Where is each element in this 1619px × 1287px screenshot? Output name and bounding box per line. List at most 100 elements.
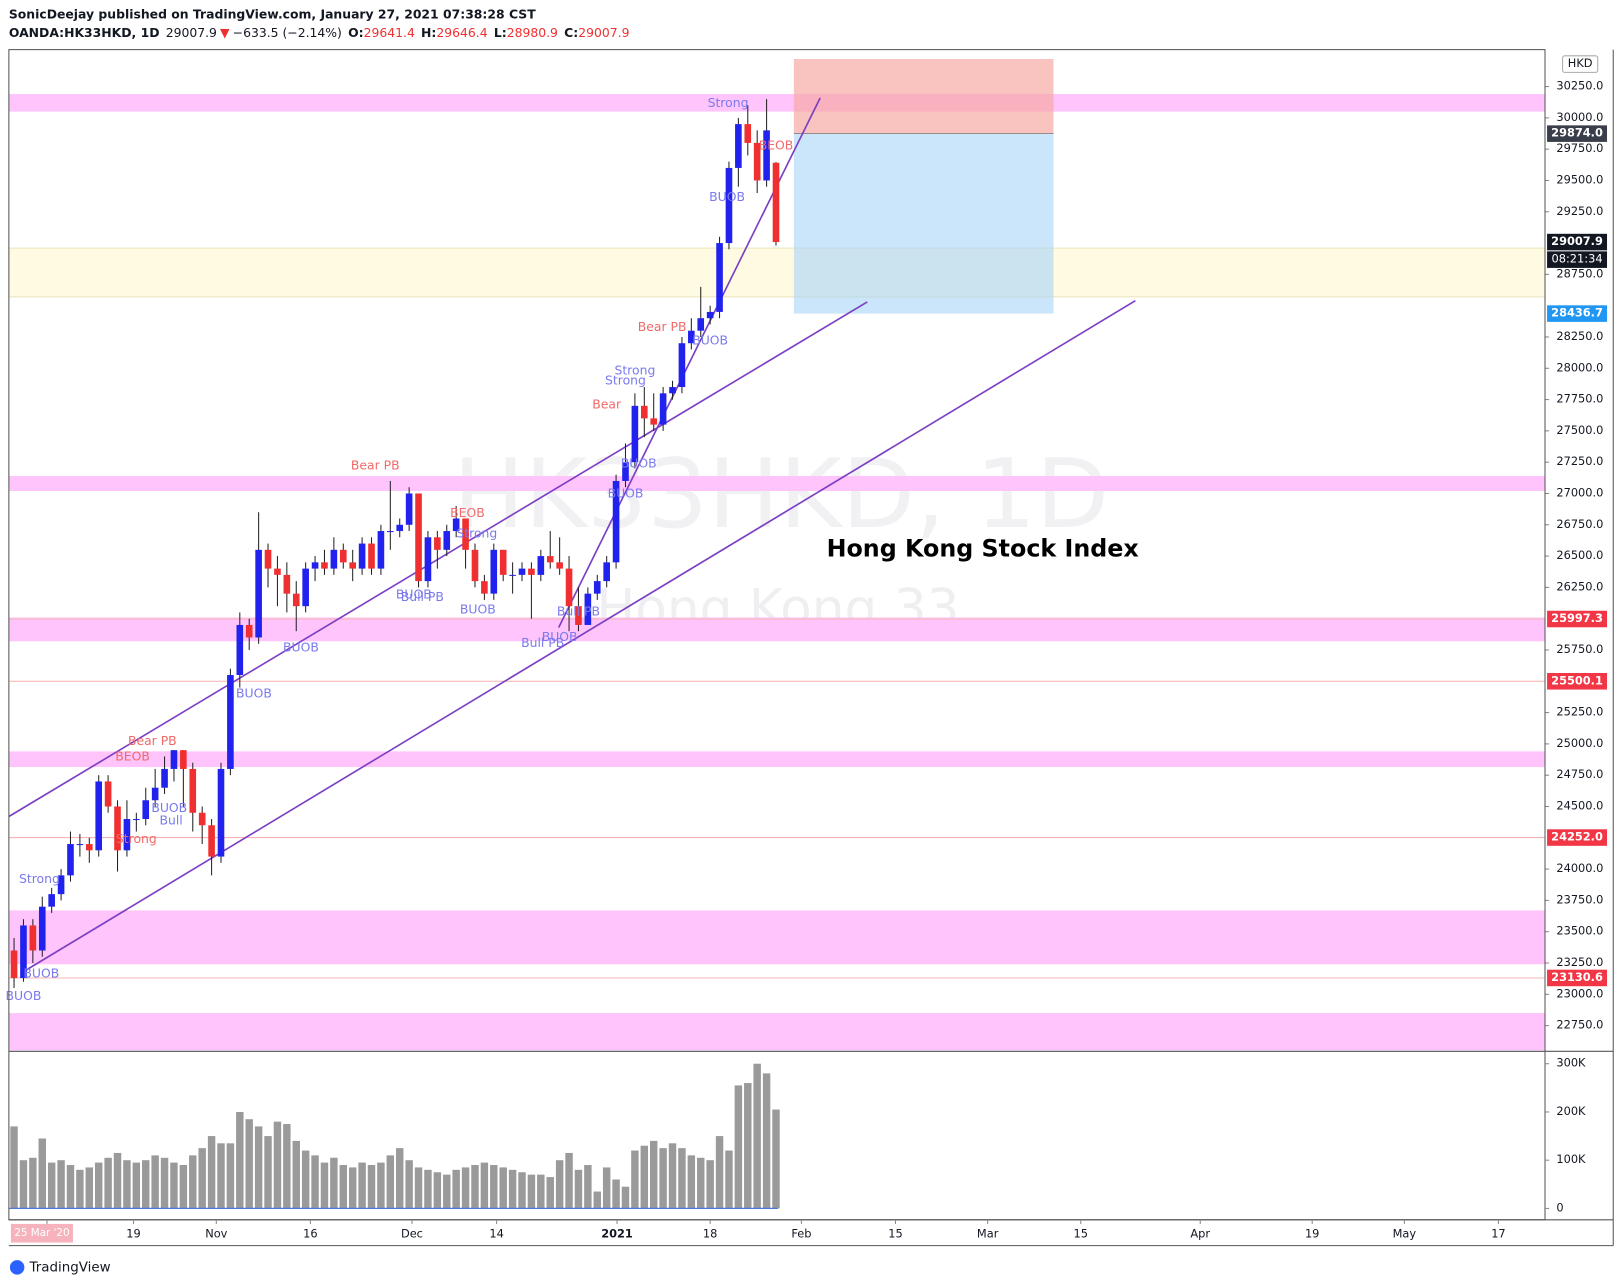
volume-bar [386,1155,395,1209]
candle-body [640,405,648,419]
candle-body [443,531,451,550]
candle-body [95,781,103,851]
volume-bar [753,1063,761,1209]
volume-bar [706,1160,714,1209]
candle-body [546,556,554,563]
candle-body [603,562,610,582]
y-tick-label: 24500.0 [1556,798,1603,812]
volume-bar [631,1150,639,1209]
volume-bar [123,1160,131,1209]
volume-bar [762,1073,771,1209]
volume-bar [377,1162,385,1209]
volume-bar [160,1157,169,1209]
signal-label: Bull [160,812,183,827]
volume-bar [574,1169,583,1209]
currency: HKD [1568,56,1593,70]
candle-body [48,894,55,907]
candle-body [669,387,676,394]
candle-body [189,768,197,813]
ohlc-label: C: [564,25,578,40]
y-tick-label: 29500.0 [1556,172,1603,186]
volume-bar [744,1083,752,1209]
signal-label: Strong [708,95,749,110]
price-badge-label: 23130.6 [1551,970,1603,984]
ohlc-value: 29007.9 [578,25,629,40]
volume-bar [264,1136,272,1209]
volume-bar [254,1126,263,1209]
candle-body [321,562,328,569]
candle-body [396,524,404,532]
volume-bar [621,1186,630,1209]
candle-body [198,812,206,826]
candle-body [584,593,592,625]
zone [8,751,1546,768]
volume-bar [584,1165,592,1209]
y-tick-label: 26500.0 [1556,548,1603,562]
x-tick-label: Feb [791,1226,811,1240]
signal-label: BUOB [608,486,644,501]
candle-body [170,750,178,769]
candle-body [528,568,535,575]
price-badge [1547,610,1608,628]
date-badge-label: 25 Mar '20 [14,1227,69,1239]
volume-bar [715,1136,724,1209]
published-line: SonicDeejay published on TradingView.com… [9,6,536,21]
candle-body [462,518,469,550]
y-tick-label: 29750.0 [1556,141,1603,155]
candle-body [452,518,460,532]
candle-body [151,787,159,801]
price-badge-label: 25500.1 [1551,673,1603,687]
x-tick-label: 19 [1305,1226,1319,1240]
y-tick-label: 27500.0 [1556,423,1603,437]
volume-bar [471,1165,479,1209]
candle-body [772,162,780,243]
volume-bar [649,1140,658,1209]
price-badge [1547,233,1608,251]
volume-bar [19,1160,28,1209]
candle-body [76,844,84,846]
candle-body [339,549,347,563]
volume-bar [537,1174,545,1209]
zone [8,94,1546,112]
y-tick-label: 28000.0 [1556,360,1603,374]
x-tick-label: 19 [126,1226,140,1240]
candle-body [499,549,507,575]
candle-body [697,318,705,331]
x-tick-label: Apr [1190,1226,1210,1240]
signal-label: Bear [592,397,622,412]
x-tick-label: Nov [205,1226,227,1240]
volume-bar [113,1152,122,1209]
chart-note: Hong Kong Stock Index [827,534,1139,562]
volume-bar [367,1165,376,1209]
x-tick-label: 2021 [601,1226,633,1240]
volume-bar [640,1145,649,1209]
volume-bar [57,1160,65,1209]
volume-bar [508,1169,517,1209]
y-tick-label: 26250.0 [1556,579,1603,593]
candle-body [490,549,498,594]
published: SonicDeejay published on TradingView.com… [9,6,536,21]
volume-bar [66,1165,75,1209]
candle-body [57,875,65,895]
candle-body [302,568,309,607]
volume-bar [198,1148,206,1209]
volume-bar [687,1155,696,1209]
candle-body [29,925,37,951]
candle-body [612,480,620,563]
signal-label: Bull PB [557,603,600,618]
volume-bar [47,1162,56,1209]
volume-bar [659,1148,667,1209]
volume-bar [104,1157,112,1209]
target-zone [793,133,1054,314]
candle-body [725,167,733,244]
volume-bar [348,1167,357,1209]
volume-bar [301,1150,310,1209]
candle-body [688,330,695,344]
volume-bar [452,1169,460,1209]
signal-label: BEOB [115,748,150,763]
signal-label: Strong [614,363,655,378]
y-tick-label: 23500.0 [1556,924,1603,938]
brand-logo [9,1260,25,1275]
candle-body [659,393,667,425]
